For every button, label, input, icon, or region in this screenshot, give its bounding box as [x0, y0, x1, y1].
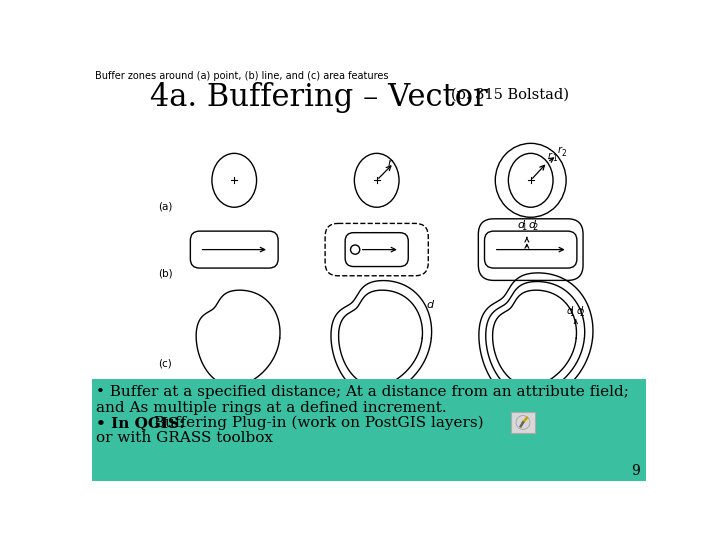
Text: r: r	[548, 151, 552, 161]
Text: Buffer zones around (a) point, (b) line, and (c) area features: Buffer zones around (a) point, (b) line,…	[95, 71, 388, 81]
Text: (c): (c)	[158, 359, 172, 369]
Text: or with GRASS toolbox: or with GRASS toolbox	[96, 431, 274, 446]
Text: 2: 2	[580, 309, 585, 318]
Text: r: r	[558, 145, 562, 156]
Text: r: r	[387, 158, 392, 168]
Text: d: d	[528, 220, 536, 230]
Text: 2: 2	[532, 224, 538, 232]
Text: (a): (a)	[158, 202, 172, 212]
Text: • Buffer at a specified distance; At a distance from an attribute field;: • Buffer at a specified distance; At a d…	[96, 385, 629, 399]
Text: d: d	[518, 220, 525, 230]
Text: d: d	[426, 300, 433, 310]
Text: and As multiple rings at a defined increment.: and As multiple rings at a defined incre…	[96, 401, 447, 415]
Bar	[92, 379, 647, 481]
Text: (p. 315 Bolstad): (p. 315 Bolstad)	[451, 88, 570, 102]
Text: Buffering Plug-in (work on PostGIS layers): Buffering Plug-in (work on PostGIS layer…	[149, 416, 483, 430]
Text: 2: 2	[562, 148, 567, 158]
Text: 1: 1	[552, 154, 557, 164]
Text: d: d	[567, 306, 573, 315]
Text: 1: 1	[570, 309, 575, 318]
FancyBboxPatch shape	[510, 412, 535, 433]
Text: • In QGIS:: • In QGIS:	[96, 416, 185, 430]
Text: d: d	[577, 306, 583, 315]
Text: 4a. Buffering – Vector: 4a. Buffering – Vector	[150, 82, 487, 113]
Text: 9: 9	[631, 464, 640, 478]
Text: (b): (b)	[158, 269, 173, 279]
Text: 1: 1	[521, 224, 527, 232]
